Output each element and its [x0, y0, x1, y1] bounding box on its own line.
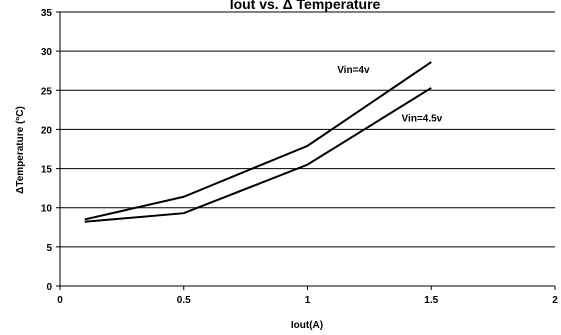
x-tick-label: 2 — [552, 295, 558, 306]
y-axis-label: ΔTemperature (°C) — [15, 106, 26, 194]
series-line-1 — [84, 87, 432, 223]
axes — [56, 11, 556, 290]
y-tick-label: 0 — [46, 282, 52, 293]
chart-title: Iout vs. Δ Temperature — [230, 0, 381, 12]
gridlines — [60, 11, 555, 248]
series-line-0 — [84, 61, 432, 221]
y-tick-label: 10 — [41, 204, 53, 215]
y-tick-label: 30 — [41, 47, 53, 58]
x-tick-label: 0.5 — [177, 295, 191, 306]
series-label: Vin=4.5v — [402, 114, 443, 125]
y-tick-label: 15 — [41, 165, 53, 176]
series-label: Vin=4v — [337, 65, 370, 76]
x-axis-label: Iout(A) — [291, 320, 323, 331]
x-tick-label: 0 — [57, 295, 63, 306]
y-tick-label: 20 — [41, 125, 53, 136]
y-tick-label: 5 — [46, 243, 52, 254]
y-tick-label: 25 — [41, 86, 53, 97]
x-tick-label: 1.5 — [424, 295, 438, 306]
tick-labels: 0 5 10 15 20 25 30 35 0 0.5 1 1.5 2 — [41, 8, 558, 306]
series-lines — [84, 61, 432, 223]
series-labels: Vin=4v Vin=4.5v — [337, 65, 442, 125]
y-tick-label: 35 — [41, 8, 53, 19]
x-tick-label: 1 — [305, 295, 311, 306]
